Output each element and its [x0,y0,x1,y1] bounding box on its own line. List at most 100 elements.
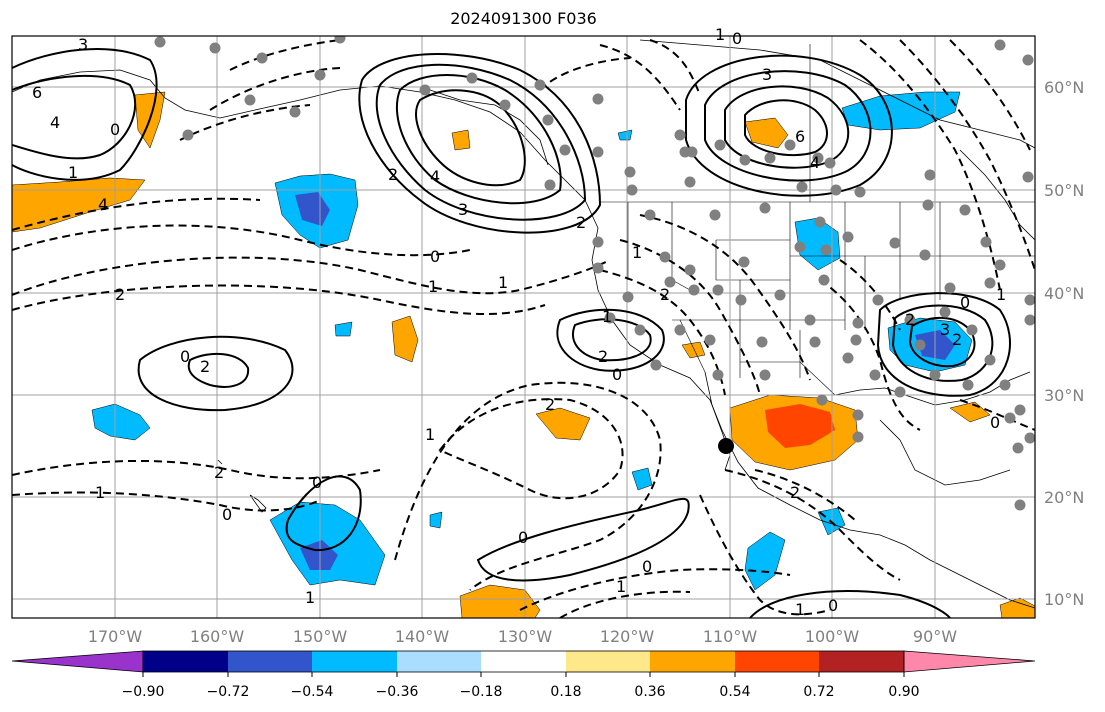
lat-label: 40°N [1044,284,1084,303]
contour-label: 0 [642,557,652,576]
colorbar-tick-label: −0.18 [460,684,503,700]
contour-label: 1 [602,307,612,326]
contour-label: 2 [660,285,670,304]
contour-label: 1 [616,577,626,596]
contour-label: 1 [425,425,435,444]
lon-label: 160°W [190,627,245,646]
colorbar-bin [143,651,228,672]
contour-label: 1 [428,277,438,296]
colorbar-tick-label: −0.54 [291,684,334,700]
contour-label: 0 [960,293,970,312]
negative-anomaly-area [91,403,151,441]
contour-label: 2 [952,330,962,349]
positive-anomaly-area [391,315,419,363]
contour-label: 1 [498,273,508,292]
colorbar-extend-high [903,650,1036,673]
station-markers [154,36,1035,511]
contour-label: 3 [78,35,88,54]
lat-label: 30°N [1044,386,1084,405]
colorbar-tick-label: 0.54 [719,684,750,700]
contour-label: 0 [430,247,440,266]
map-frame [11,35,1036,619]
colorbar-bin [735,651,819,672]
contour-label: 4 [810,153,820,172]
colorbar-tick-label: 0.36 [634,684,665,700]
contour-label: 2 [545,395,555,414]
contour-label: 6 [795,127,805,146]
contour-label: 2 [200,357,210,376]
state-borders [600,44,1035,396]
contour-label: 2 [598,347,608,366]
lon-label: 140°W [395,627,450,646]
positive-anomaly-area [744,117,789,149]
lat-label: 20°N [1044,488,1084,507]
contour-label: 0 [612,365,622,384]
contour-label: 1 [996,285,1006,304]
colorbar-bin [312,651,397,672]
lon-label: 110°W [703,627,758,646]
contour-label: 0 [990,413,1000,432]
strong-positive-anomaly-area [765,404,835,448]
lon-label: 100°W [805,627,860,646]
contour-label: 2 [790,483,800,502]
contour-label: 3 [762,65,772,84]
contour-label: 1 [68,163,78,182]
colorbar-tick-label: 0.18 [550,684,581,700]
positive-anomaly-area [681,341,706,359]
colorbar-tick-label: −0.36 [376,684,419,700]
contour-label: 1 [632,243,642,262]
colorbar: −0.90 −0.72 −0.54 −0.36 −0.18 0.18 0.36 … [11,650,1036,700]
contour-label: 3 [458,200,468,219]
contour-label: 4 [50,113,60,132]
colorbar-bin [650,651,735,672]
negative-anomaly-area [841,91,961,131]
contour-label: 0 [312,473,322,492]
lon-label: 90°W [913,627,957,646]
contour-label: 0 [732,29,742,48]
colorbar-bin [819,651,904,672]
strong-negative-anomaly-area [295,192,330,226]
longitude-labels: 170°W 160°W 150°W 140°W 130°W 120°W 110°… [88,627,957,646]
contour-label: 2 [905,310,915,329]
negative-anomaly-area [429,511,443,529]
lon-label: 170°W [88,627,143,646]
dashed-contours [12,39,1035,618]
contour-label: 1 [305,588,315,607]
colorbar-tick-label: 0.90 [888,684,919,700]
contour-label: 0 [518,528,528,547]
colorbar-outline [142,650,905,673]
lat-label: 50°N [1044,181,1084,200]
colorbar-tick-label: −0.72 [207,684,250,700]
colorbar-extend-low [11,650,144,673]
contour-label: 2 [214,463,224,482]
negative-anomaly-area [631,467,653,491]
lat-label: 10°N [1044,590,1084,609]
colorbar-bin [397,651,481,672]
contour-label: 1 [95,483,105,502]
contour-label: 1 [795,600,805,619]
solid-contours [12,47,1011,618]
colorbar-bin [228,651,312,672]
positive-anomaly-area [535,407,591,441]
lon-label: 150°W [293,627,348,646]
contour-label: 6 [32,83,42,102]
highlighted-station-marker [718,438,734,454]
negative-anomaly-area [744,531,786,591]
colorbar-tick-label: 0.72 [803,684,834,700]
contour-label: 0 [110,120,120,139]
positive-anomaly-area [451,129,471,151]
contour-labels: 3 6 4 1 4 0 2 4 3 0 3 6 4 1 1 2 0 1 1 2 … [32,25,1006,619]
contour-label: 0 [180,347,190,366]
contour-label: 2 [576,213,586,232]
contour-label: 3 [940,320,950,339]
latitude-labels: 60°N 50°N 40°N 30°N 20°N 10°N [1044,78,1084,609]
map-content [12,36,1035,618]
contour-label: 0 [828,596,838,615]
contour-label: 4 [430,167,440,186]
contour-label: 0 [222,505,232,524]
colorbar-bin [566,651,650,672]
positive-anomaly-area [949,401,991,423]
contour-label: 1 [715,25,725,44]
contour-label: 2 [388,165,398,184]
